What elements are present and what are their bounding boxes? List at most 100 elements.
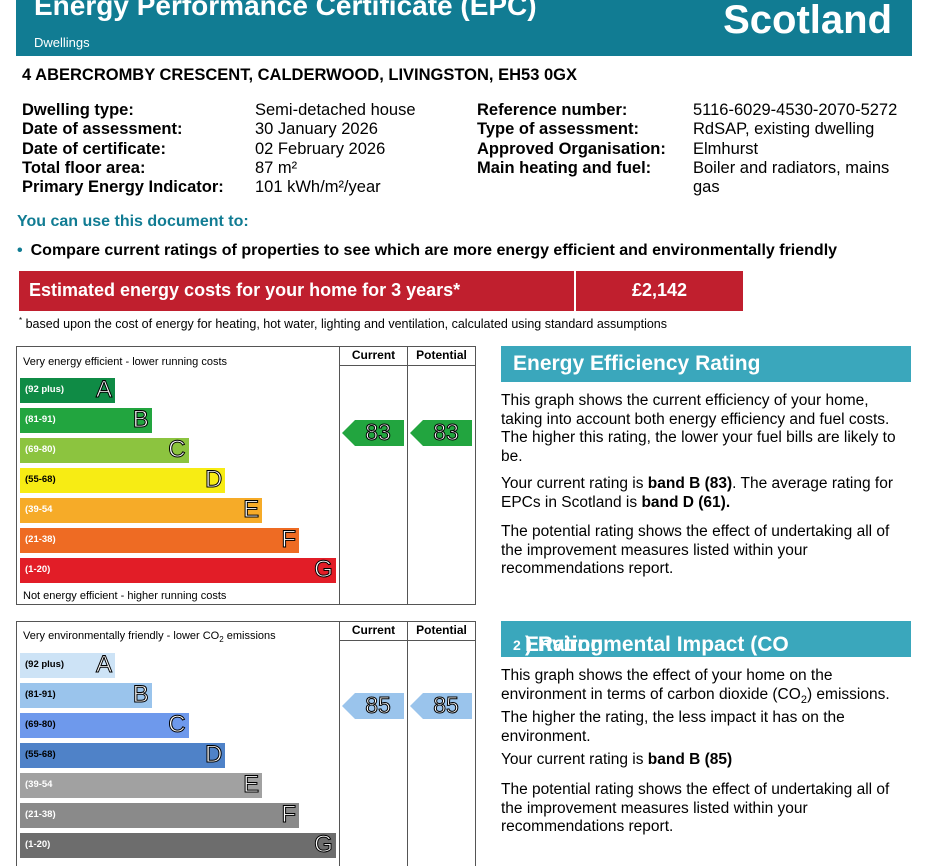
text: . The average rating for EPCs in Scotlan… [501, 475, 894, 511]
environmental-impact-chart: Current Potential Very environmentally f… [16, 621, 476, 866]
rating-band-d: (55-68) D [20, 741, 226, 769]
detail-value: 02 February 2026 [255, 139, 386, 158]
text: This graph shows the effect of your home… [501, 667, 833, 703]
rating-band-e: (39-54 E [20, 496, 263, 524]
use-document-heading: You can use this document to: [17, 213, 249, 230]
bullet-text: Compare current ratings of properties to… [30, 242, 838, 259]
detail-label: Total floor area: [22, 158, 146, 177]
band-letter: B [132, 681, 149, 709]
band-letter: A [95, 651, 112, 679]
potential-column-header: Potential [416, 623, 467, 637]
energy-cost-value: £2,142 [631, 280, 688, 300]
title-main: Environmental Impact (CO [525, 633, 789, 656]
detail-label: Main heating and fuel: [477, 158, 652, 177]
rating-band-c: (69-80) C [20, 436, 189, 464]
band-letter: E [243, 496, 260, 524]
energy-efficiency-title: Energy Efficiency Rating [501, 346, 911, 382]
current-rating-arrow: 83 [342, 419, 404, 446]
band-letter: F [281, 801, 297, 829]
top-text-sub: 2 [219, 635, 224, 645]
rating-band-f: (21-38) F [20, 801, 299, 829]
epc-header: Energy Performance Certificate (EPC) Dwe… [16, 0, 912, 56]
potential-rating-value: 83 [433, 419, 460, 446]
eir-paragraph-2: Your current rating is band B (85) [501, 751, 913, 770]
detail-value: 5116-6029-4530-2070-5272 [693, 101, 898, 119]
band-range: (1-20) [25, 564, 51, 575]
environmental-impact-title: Environmental Impact (CO 2) Rating [501, 621, 911, 657]
band-range: (69-80) [25, 444, 56, 455]
eir-paragraph-3: The potential rating shows the effect of… [501, 781, 890, 835]
property-address: 4 ABERCROMBY CRESCENT, CALDERWOOD, LIVIN… [22, 66, 577, 84]
text: Your current rating is [501, 475, 648, 492]
band-range: (1-20) [25, 839, 51, 850]
chart-top-text: Very energy efficient - lower running co… [23, 356, 228, 368]
detail-label: Primary Energy Indicator: [22, 178, 224, 197]
detail-label: Date of assessment: [22, 120, 183, 139]
band-letter: G [314, 556, 334, 584]
current-band: band B (85) [647, 751, 733, 768]
title-sub: 2 [513, 637, 521, 654]
detail-value: 101 kWh/m²/year [255, 178, 381, 197]
text: Your current rating is [501, 751, 648, 768]
potential-rating-arrow: 83 [410, 419, 472, 446]
rating-band-g: (1-20) G [20, 556, 336, 584]
use-bullet: • Compare current ratings of properties t… [17, 242, 837, 260]
top-text-main: Very environmentally friendly - lower CO [23, 630, 220, 642]
footnote-text: based upon the cost of energy for heatin… [25, 317, 667, 332]
rating-band-f: (21-38) F [20, 526, 299, 554]
band-letter: F [281, 526, 297, 554]
band-range: (39-54 [25, 504, 53, 515]
divider [339, 622, 340, 866]
band-letter: C [168, 711, 186, 739]
band-letter: E [243, 771, 260, 799]
rating-band-b: (81-91) B [20, 681, 152, 709]
top-text-end: emissions [223, 630, 276, 642]
rating-band-c: (69-80) C [20, 711, 189, 739]
band-letter: A [95, 376, 112, 404]
title-end: ) Rating [525, 633, 604, 656]
eer-paragraph-2: Your current rating is band B (83). The … [501, 475, 913, 512]
energy-cost-label: Estimated energy costs for your home for… [29, 280, 461, 300]
average-band: band D (61). [641, 493, 731, 511]
band-letter: G [314, 831, 334, 859]
detail-value: Boiler and radiators, mains gas [693, 158, 890, 197]
detail-label: Reference number: [477, 101, 628, 119]
current-band: band B (83) [647, 475, 733, 492]
detail-label: Date of certificate: [22, 139, 166, 158]
band-range: (55-68) [25, 474, 56, 485]
detail-value: Semi-detached house [255, 101, 416, 119]
divider [339, 347, 340, 604]
country-label: Scotland [723, 0, 892, 42]
document-title: Energy Performance Certificate (EPC) [34, 0, 537, 21]
section-title-text: Energy Efficiency Rating [513, 352, 761, 375]
rating-band-a: (92 plus) A [20, 376, 115, 404]
current-rating-value: 83 [365, 419, 392, 446]
details-left: Dwelling type: Semi-detached house Date o… [22, 101, 416, 197]
detail-value: Elmhurst [693, 139, 759, 158]
chart-bottom-text: Not energy efficient - higher running co… [23, 590, 227, 602]
band-range: (39-54 [25, 779, 53, 790]
rating-band-d: (55-68) D [20, 466, 226, 494]
detail-label: Dwelling type: [22, 101, 134, 119]
band-range: (21-38) [25, 809, 56, 820]
chart-top-text: Very environmentally friendly - lower CO… [23, 630, 276, 644]
band-letter: B [132, 406, 149, 434]
detail-value: 30 January 2026 [255, 120, 378, 139]
current-column-header: Current [351, 348, 396, 362]
current-rating-value: 85 [365, 692, 392, 719]
potential-column-header: Potential [416, 348, 467, 362]
current-column-header: Current [351, 623, 396, 637]
band-range: (55-68) [25, 749, 56, 760]
bullet-icon: • [17, 242, 23, 259]
potential-rating-value: 85 [433, 692, 460, 719]
document-subtitle: Dwellings [34, 35, 90, 50]
text-sub: 2 [800, 693, 807, 706]
rating-band-b: (81-91) B [20, 406, 152, 434]
detail-label: Type of assessment: [477, 120, 640, 139]
energy-cost-banner: Estimated energy costs for your home for… [19, 271, 743, 311]
band-range: (81-91) [25, 414, 56, 425]
divider [574, 271, 576, 311]
energy-efficiency-chart: Current Potential Very energy efficient … [16, 346, 476, 605]
rating-band-e: (39-54 E [20, 771, 263, 799]
band-letter: D [205, 466, 223, 494]
